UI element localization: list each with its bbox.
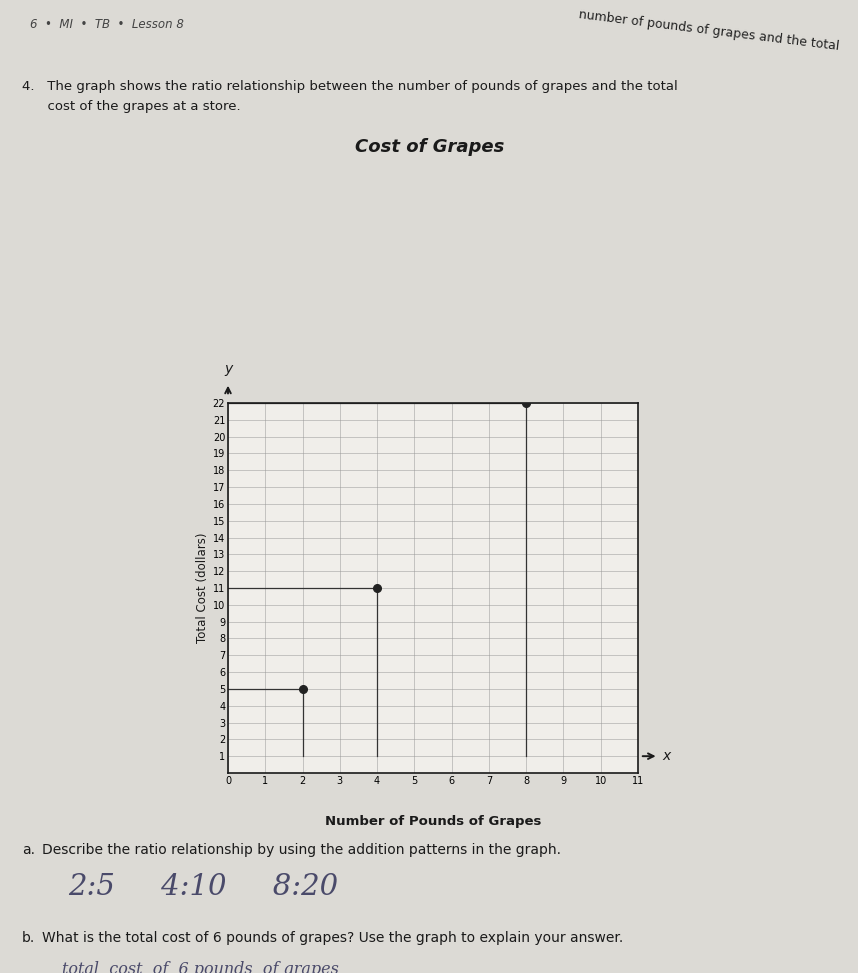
Text: 2:5     4:10     8:20: 2:5 4:10 8:20 [68, 873, 338, 901]
Text: Number of Pounds of Grapes: Number of Pounds of Grapes [325, 815, 541, 828]
Text: x: x [662, 749, 670, 763]
Text: Describe the ratio relationship by using the addition patterns in the graph.: Describe the ratio relationship by using… [42, 843, 561, 857]
Text: What is the total cost of 6 pounds of grapes? Use the graph to explain your answ: What is the total cost of 6 pounds of gr… [42, 931, 623, 945]
Text: number of pounds of grapes and the total: number of pounds of grapes and the total [578, 8, 841, 53]
Text: 4.   The graph shows the ratio relationship between the number of pounds of grap: 4. The graph shows the ratio relationshi… [22, 80, 678, 93]
Text: a.: a. [22, 843, 35, 857]
Y-axis label: Total Cost (dollars): Total Cost (dollars) [196, 533, 208, 643]
Text: cost of the grapes at a store.: cost of the grapes at a store. [22, 100, 240, 113]
Text: y: y [224, 362, 233, 377]
Text: total  cost  of  6 pounds  of grapes: total cost of 6 pounds of grapes [62, 961, 339, 973]
Text: Cost of Grapes: Cost of Grapes [355, 138, 505, 156]
Text: 6  •  MI  •  TB  •  Lesson 8: 6 • MI • TB • Lesson 8 [30, 18, 184, 31]
Text: b.: b. [22, 931, 35, 945]
